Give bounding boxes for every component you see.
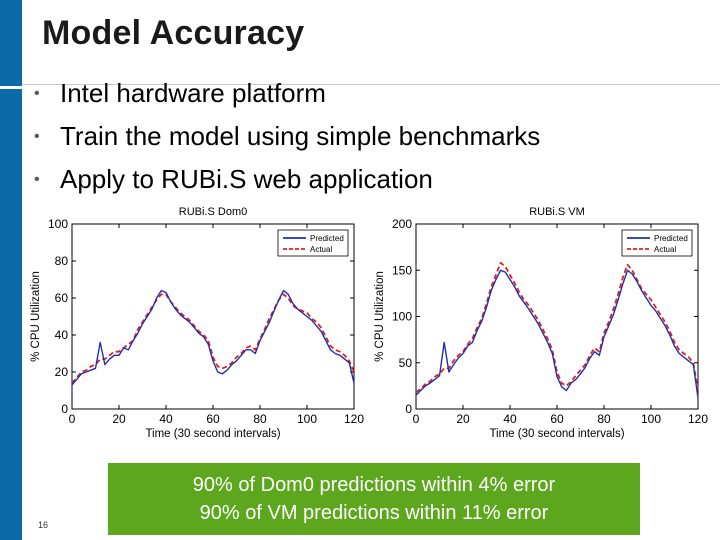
chart-vm-svg: RUBi.S VM 0 20 40 60 80 100 120 0 50 100 150 200 Time… xyxy=(374,206,708,440)
chart-vm-series-actual xyxy=(415,261,699,394)
chart-dom0-xtick-label: 20 xyxy=(112,412,126,426)
chart-vm-ytick-label: 100 xyxy=(392,310,412,324)
chart-dom0-ylabel: % CPU Utilization xyxy=(30,271,42,362)
chart-dom0-legend-label-actual: Actual xyxy=(310,245,332,254)
chart-dom0-legend-box xyxy=(277,229,349,257)
chart-dom0-ytick-label: 0 xyxy=(61,402,68,416)
chart-vm-xtick-label: 80 xyxy=(597,412,611,426)
chart-vm-ytick-label: 50 xyxy=(399,356,413,370)
chart-dom0-xtick-label: 60 xyxy=(206,412,220,426)
chart-vm-legend-label-predicted: Predicted xyxy=(654,234,688,243)
bullet-item: • Train the model using simple benchmark… xyxy=(30,115,540,158)
chart-dom0-title: RUBi.S Dom0 xyxy=(179,206,247,218)
chart-vm-ytick-label: 0 xyxy=(405,402,412,416)
chart-dom0-xtick-label: 120 xyxy=(344,412,364,426)
chart-dom0-legend-label-predicted: Predicted xyxy=(310,234,344,243)
bullet-text: Intel hardware platform xyxy=(60,78,326,108)
bullet-text: Apply to RUBi.S web application xyxy=(60,164,433,194)
chart-dom0-ytick-label: 60 xyxy=(55,291,69,305)
chart-vm-legend-label-actual: Actual xyxy=(654,245,676,254)
chart-vm: RUBi.S VM 0 20 40 60 80 100 120 0 50 100 150 200 Time… xyxy=(366,198,716,448)
chart-vm-ylabel: % CPU Utilization xyxy=(374,271,386,362)
bullet-text: Train the model using simple benchmarks xyxy=(60,121,541,151)
chart-vm-series-predicted xyxy=(415,269,699,398)
chart-dom0-ytick-label: 20 xyxy=(55,365,69,379)
bullet-item: • Intel hardware platform xyxy=(30,72,540,115)
slide-title: Model Accuracy xyxy=(42,14,305,52)
chart-dom0-ytick-label: 100 xyxy=(48,217,68,231)
chart-dom0-svg: RUBi.S Dom0 0 20 40 60 80 100 120 0 20 40 60 80 100 Ti… xyxy=(30,206,364,440)
accent-bar-notch xyxy=(0,86,22,89)
chart-dom0-series-actual xyxy=(71,293,355,384)
bullet-list: • Intel hardware platform • Train the mo… xyxy=(30,72,540,201)
chart-vm-xtick-label: 100 xyxy=(641,412,661,426)
chart-dom0-xtick-label: 80 xyxy=(253,412,267,426)
bullet-dot-icon: • xyxy=(34,85,40,102)
chart-vm-xtick-label: 40 xyxy=(503,412,517,426)
chart-vm-title: RUBi.S VM xyxy=(529,206,585,218)
callout-line-vm: 90% of VM predictions within 11% error xyxy=(199,502,549,524)
accuracy-callout: 90% of Dom0 predictions within 4% error … xyxy=(108,463,640,535)
chart-dom0-xtick-label: 100 xyxy=(297,412,317,426)
chart-dom0-xtick-label: 40 xyxy=(159,412,173,426)
chart-dom0-ytick-label: 40 xyxy=(55,328,69,342)
bullet-dot-icon: • xyxy=(34,128,40,145)
chart-vm-ytick-label: 200 xyxy=(392,217,412,231)
chart-dom0: RUBi.S Dom0 0 20 40 60 80 100 120 0 20 40 60 80 100 Ti… xyxy=(22,198,372,448)
chart-vm-legend-box xyxy=(621,229,693,257)
chart-dom0-series-predicted xyxy=(71,289,355,386)
chart-dom0-xtick-label: 0 xyxy=(69,412,76,426)
chart-vm-xtick-label: 20 xyxy=(456,412,470,426)
accent-bar xyxy=(0,0,22,540)
chart-vm-xtick-label: 0 xyxy=(413,412,420,426)
chart-dom0-ytick-label: 80 xyxy=(55,254,69,268)
chart-vm-ytick-label: 150 xyxy=(392,263,412,277)
chart-vm-xlabel: Time (30 second intervals) xyxy=(489,428,624,440)
page-number: 16 xyxy=(38,520,49,530)
bullet-dot-icon: • xyxy=(34,171,40,188)
chart-vm-xtick-label: 120 xyxy=(688,412,708,426)
callout-line-dom0: 90% of Dom0 predictions within 4% error xyxy=(192,474,556,496)
chart-vm-xtick-label: 60 xyxy=(550,412,564,426)
title-rule xyxy=(22,84,720,85)
chart-dom0-xlabel: Time (30 second intervals) xyxy=(145,428,280,440)
bullet-item: • Apply to RUBi.S web application xyxy=(30,158,540,201)
